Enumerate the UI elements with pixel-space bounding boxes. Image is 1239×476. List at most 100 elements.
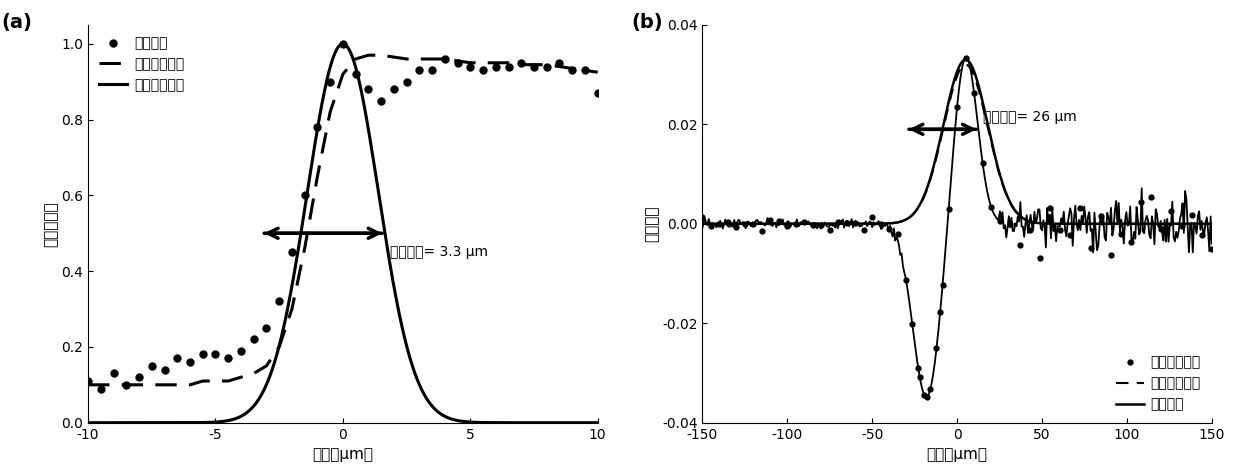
边缘扩散函数	[297, 246, 312, 251]
边缘扩散函数	[590, 69, 605, 75]
原始数据	[461, 63, 481, 70]
边缘扩散函数	[361, 52, 375, 58]
原始数据	[498, 63, 518, 70]
Y-axis label: 归一化幅値: 归一化幅値	[43, 201, 58, 247]
原始数据	[78, 377, 98, 385]
原始数据	[230, 347, 250, 355]
边缘扩散函数	[208, 378, 223, 384]
Legend: 原始数据, 边缘扩散函数, 一点扩散函数: 原始数据, 边缘扩散函数, 一点扩散函数	[95, 32, 188, 96]
原始数据	[142, 362, 162, 370]
原始数据	[512, 59, 532, 67]
一点扩散函数	[336, 41, 351, 47]
高斯拟合	[753, 221, 768, 227]
一点扩散函数	[482, 420, 497, 426]
希尔伯特变换	[1140, 221, 1155, 227]
原始数据	[129, 374, 149, 381]
希尔伯特变换	[958, 62, 973, 68]
Line: 希尔伯特变换: 希尔伯特变换	[703, 65, 1212, 224]
原始数据	[550, 59, 570, 67]
原始数据	[447, 59, 467, 67]
原始数据	[396, 78, 416, 86]
边缘扩散函数	[374, 52, 389, 58]
原始数据	[563, 67, 582, 74]
一点扩散函数	[576, 420, 591, 426]
Line: 边缘扩散函数: 边缘扩散函数	[88, 55, 597, 385]
边缘扩散函数	[259, 363, 274, 369]
光声原始数据	[919, 394, 934, 400]
边缘扩散函数	[411, 56, 426, 62]
原始数据	[536, 63, 556, 70]
边缘扩散函数	[119, 382, 134, 387]
边缘扩散函数	[450, 58, 465, 64]
一点扩散函数	[575, 420, 590, 426]
原始数据	[167, 355, 187, 362]
Y-axis label: 光声幅値: 光声幅値	[644, 206, 659, 242]
一点扩散函数	[328, 48, 343, 54]
边缘扩散函数	[501, 60, 515, 66]
边缘扩散函数	[577, 68, 592, 73]
光声原始数据	[984, 204, 999, 209]
原始数据	[358, 86, 378, 93]
边缘扩散函数	[247, 371, 261, 377]
希尔伯特变换	[753, 221, 768, 227]
光声原始数据	[1144, 195, 1158, 200]
原始数据	[524, 63, 544, 70]
原始数据	[307, 123, 327, 131]
Text: (b): (b)	[631, 13, 663, 32]
原始数据	[244, 336, 264, 343]
Text: 半高全宽= 26 μm: 半高全宽= 26 μm	[983, 110, 1077, 124]
一点扩散函数	[315, 99, 330, 104]
原始数据	[384, 86, 404, 93]
希尔伯特变换	[912, 202, 927, 208]
原始数据	[206, 351, 225, 358]
高斯拟合	[912, 202, 927, 208]
高斯拟合	[891, 219, 906, 225]
边缘扩散函数	[425, 56, 440, 62]
高斯拟合	[1204, 221, 1219, 227]
高斯拟合	[1140, 221, 1155, 227]
边缘扩散函数	[527, 62, 541, 68]
Text: (a): (a)	[1, 13, 32, 32]
光声原始数据	[831, 219, 846, 225]
边缘扩散函数	[170, 382, 185, 387]
边缘扩散函数	[322, 109, 337, 115]
希尔伯特变换	[1194, 221, 1209, 227]
原始数据	[155, 366, 175, 374]
边缘扩散函数	[310, 174, 325, 179]
光声原始数据	[695, 214, 710, 220]
原始数据	[295, 191, 315, 199]
边缘扩散函数	[131, 382, 146, 387]
边缘扩散函数	[348, 56, 363, 62]
光声原始数据	[929, 346, 944, 351]
一点扩散函数	[107, 420, 121, 426]
边缘扩散函数	[196, 378, 211, 384]
原始数据	[409, 67, 429, 74]
边缘扩散函数	[514, 62, 529, 68]
Line: 光声原始数据: 光声原始数据	[700, 55, 1214, 399]
边缘扩散函数	[553, 64, 567, 69]
Legend: 光声原始数据, 希尔伯特变换, 高斯拟合: 光声原始数据, 希尔伯特变换, 高斯拟合	[1111, 352, 1206, 416]
原始数据	[473, 67, 493, 74]
边缘扩散函数	[488, 60, 503, 66]
高斯拟合	[783, 221, 798, 227]
边缘扩散函数	[437, 56, 452, 62]
原始数据	[422, 67, 442, 74]
原始数据	[333, 40, 353, 48]
原始数据	[256, 324, 276, 332]
原始数据	[193, 351, 213, 358]
边缘扩散函数	[476, 60, 491, 66]
边缘扩散函数	[107, 382, 121, 387]
希尔伯特变换	[695, 221, 710, 227]
边缘扩散函数	[271, 344, 286, 350]
原始数据	[575, 67, 595, 74]
高斯拟合	[695, 221, 710, 227]
光声原始数据	[737, 221, 752, 227]
一点扩散函数	[81, 420, 95, 426]
边缘扩散函数	[93, 382, 108, 387]
原始数据	[180, 358, 199, 366]
原始数据	[486, 63, 506, 70]
边缘扩散函数	[463, 60, 478, 66]
Line: 一点扩散函数: 一点扩散函数	[88, 44, 597, 423]
原始数据	[269, 298, 289, 305]
原始数据	[372, 97, 392, 104]
